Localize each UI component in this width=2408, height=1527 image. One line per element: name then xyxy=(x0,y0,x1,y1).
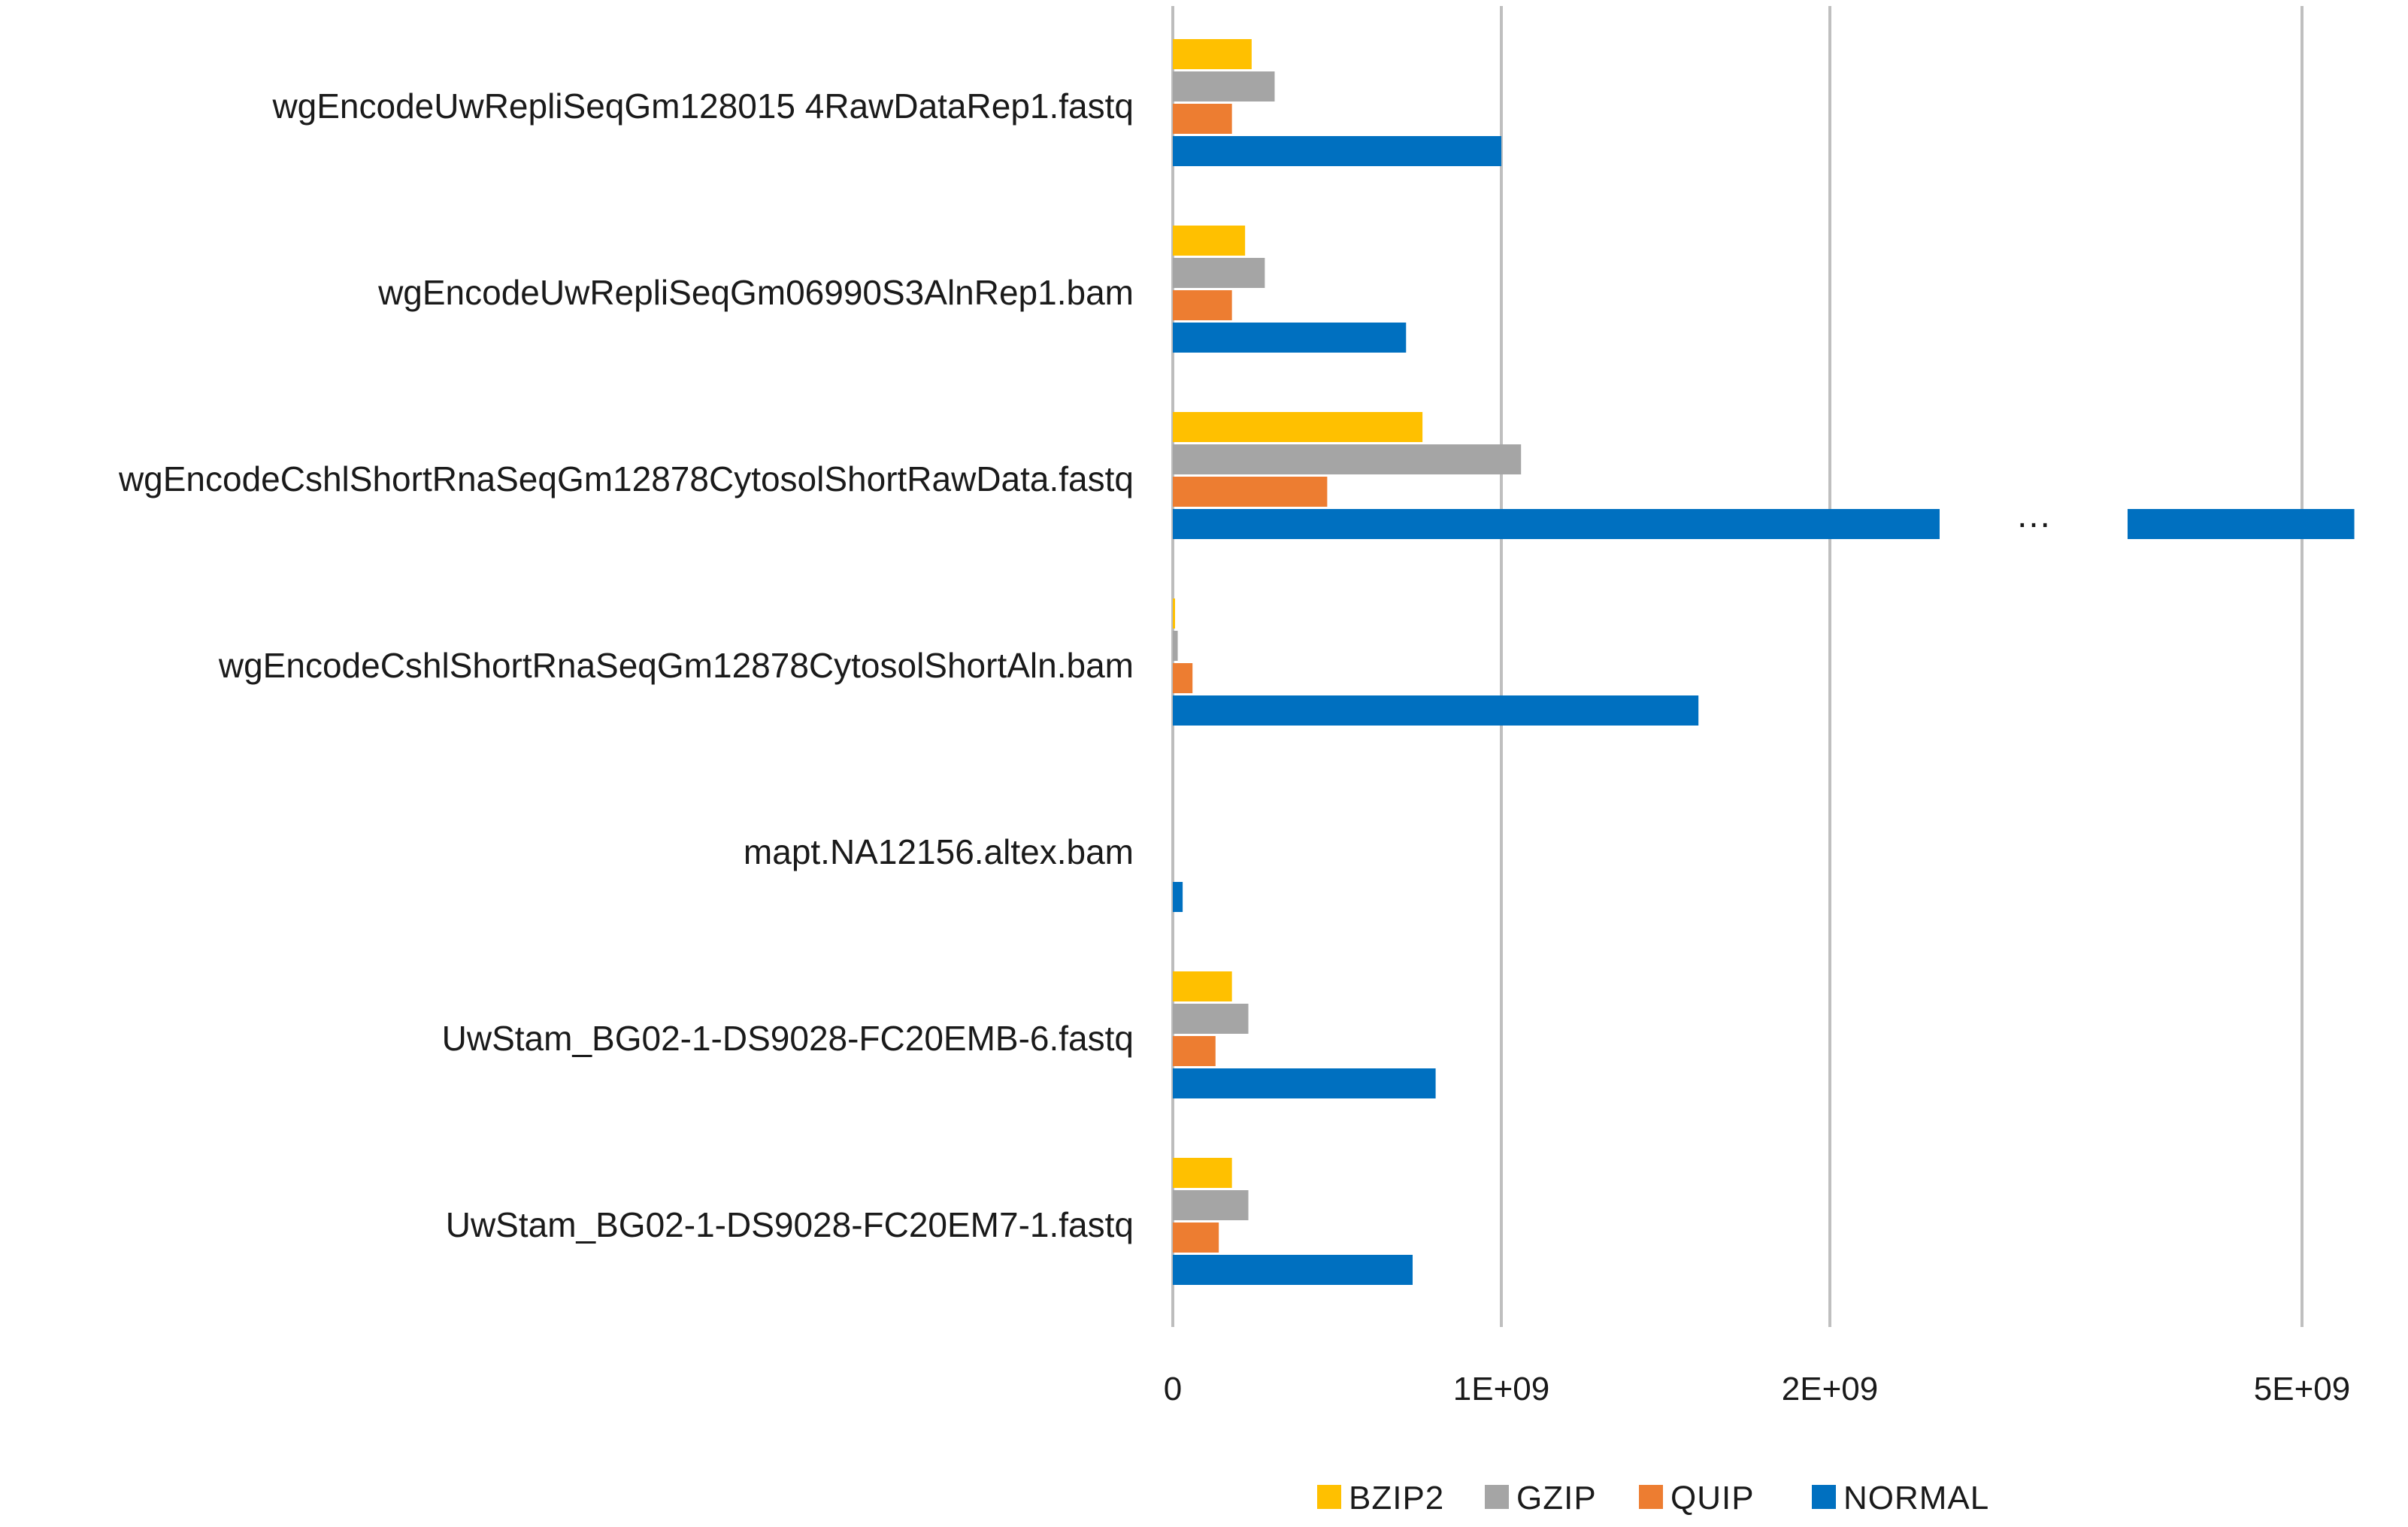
tick-label-0: 0 xyxy=(1164,1371,1182,1407)
legend-label-quip: QUIP xyxy=(1670,1480,1755,1516)
bar-bzip2-1 xyxy=(1173,226,1246,256)
bar-bzip2-5 xyxy=(1173,971,1232,1001)
tick-label-3: 5E+09 xyxy=(2254,1371,2350,1407)
axis-break-marker: … xyxy=(2016,495,2052,535)
bar-quip-6 xyxy=(1173,1223,1219,1253)
x-axis-ticks: 0 1E+09 2E+09 5E+09 xyxy=(1164,1371,2350,1407)
bar-normal-6 xyxy=(1173,1255,1413,1285)
bar-bzip2-2 xyxy=(1173,412,1423,442)
bar-bzip2-0 xyxy=(1173,39,1252,69)
legend-item-normal[interactable]: NORMAL xyxy=(1812,1480,1989,1516)
category-label-2: wgEncodeCshlShortRnaSeqGm12878CytosolSho… xyxy=(118,459,1134,498)
bar-gzip-3 xyxy=(1173,631,1178,661)
legend-label-bzip2: BZIP2 xyxy=(1349,1480,1444,1516)
tick-label-2: 2E+09 xyxy=(1782,1371,1878,1407)
legend-swatch-bzip2 xyxy=(1317,1485,1341,1509)
legend-label-gzip: GZIP xyxy=(1516,1480,1597,1516)
tick-label-1: 1E+09 xyxy=(1453,1371,1549,1407)
category-label-6: UwStam_BG02-1-DS9028-FC20EM7-1.fastq xyxy=(446,1205,1134,1244)
bar-gzip-0 xyxy=(1173,71,1275,101)
legend[interactable]: BZIP2 GZIP QUIP NORMAL xyxy=(1317,1480,1989,1516)
bar-normal-2-part2 xyxy=(2128,509,2355,539)
category-label-3: wgEncodeCshlShortRnaSeqGm12878CytosolSho… xyxy=(218,646,1134,685)
category-label-4: mapt.NA12156.altex.bam xyxy=(744,832,1134,871)
category-label-5: UwStam_BG02-1-DS9028-FC20EMB-6.fastq xyxy=(442,1019,1134,1058)
bar-quip-2 xyxy=(1173,477,1328,507)
bar-bzip2-6 xyxy=(1173,1158,1232,1188)
bar-quip-1 xyxy=(1173,290,1232,320)
bar-quip-0 xyxy=(1173,104,1232,134)
legend-swatch-normal xyxy=(1812,1485,1836,1509)
bar-normal-2-part1 xyxy=(1173,509,1940,539)
bars: … xyxy=(1173,39,2355,1285)
bar-bzip2-3 xyxy=(1173,598,1175,629)
bar-quip-5 xyxy=(1173,1036,1216,1066)
legend-swatch-gzip xyxy=(1485,1485,1509,1509)
category-labels: wgEncodeUwRepliSeqGm128015 4RawDataRep1.… xyxy=(118,86,1134,1244)
bar-gzip-6 xyxy=(1173,1190,1249,1220)
legend-swatch-quip xyxy=(1639,1485,1663,1509)
bar-gzip-1 xyxy=(1173,258,1265,288)
legend-item-quip[interactable]: QUIP xyxy=(1639,1480,1755,1516)
bar-normal-0 xyxy=(1173,136,1501,166)
bar-normal-5 xyxy=(1173,1068,1436,1098)
legend-item-gzip[interactable]: GZIP xyxy=(1485,1480,1597,1516)
legend-item-bzip2[interactable]: BZIP2 xyxy=(1317,1480,1444,1516)
bar-gzip-2 xyxy=(1173,444,1522,474)
bar-normal-3 xyxy=(1173,695,1699,726)
category-label-0: wgEncodeUwRepliSeqGm128015 4RawDataRep1.… xyxy=(271,86,1134,126)
legend-label-normal: NORMAL xyxy=(1843,1480,1989,1516)
category-label-1: wgEncodeUwRepliSeqGm06990S3AlnRep1.bam xyxy=(377,273,1134,312)
bar-gzip-5 xyxy=(1173,1004,1249,1034)
bar-quip-3 xyxy=(1173,663,1193,693)
bar-normal-1 xyxy=(1173,323,1407,353)
bar-normal-4 xyxy=(1173,882,1183,912)
gridlines xyxy=(1171,6,2304,1327)
